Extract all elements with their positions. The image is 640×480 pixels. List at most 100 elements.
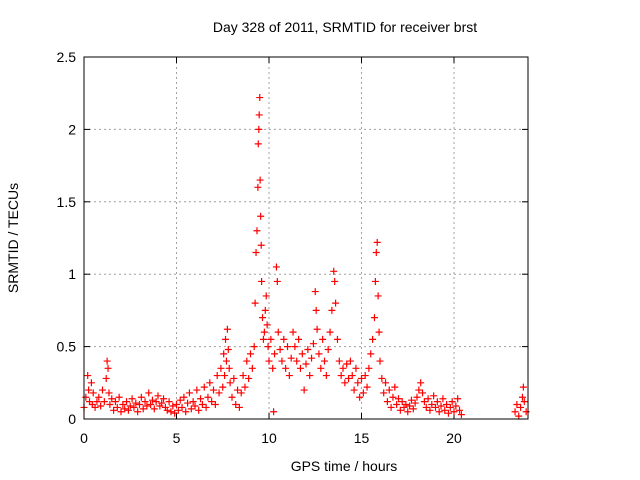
data-point	[89, 389, 97, 397]
data-point	[435, 408, 443, 416]
data-point	[222, 357, 230, 365]
data-point	[444, 409, 452, 417]
data-point	[352, 364, 360, 372]
data-point	[369, 335, 377, 343]
data-point	[254, 140, 262, 148]
data-point	[160, 395, 168, 403]
data-point	[348, 372, 356, 380]
data-point	[110, 406, 118, 414]
data-point	[324, 345, 332, 353]
data-point	[171, 409, 179, 417]
data-point	[124, 406, 132, 414]
data-point	[419, 389, 427, 397]
data-point	[264, 343, 272, 351]
data-point	[269, 364, 277, 372]
data-point	[398, 398, 406, 406]
data-point	[285, 372, 293, 380]
data-point	[450, 408, 458, 416]
data-point	[272, 263, 280, 271]
data-point	[255, 111, 263, 119]
data-point	[313, 325, 321, 333]
data-point	[108, 395, 116, 403]
data-point	[262, 292, 270, 300]
data-point	[519, 383, 527, 391]
data-point	[265, 357, 273, 365]
axis-ticks: 0 5 10 15 20 0 0.5 1 1.5 2 2.5	[57, 49, 528, 446]
data-point	[152, 398, 160, 406]
data-point	[239, 372, 247, 380]
data-point	[211, 401, 219, 409]
data-point	[284, 343, 291, 351]
data-point	[210, 386, 217, 394]
x-tick-label: 20	[446, 430, 462, 446]
data-point	[230, 374, 238, 382]
data-point	[393, 401, 401, 409]
x-tick-label: 15	[354, 430, 370, 446]
data-point	[137, 393, 145, 401]
data-point	[278, 357, 286, 365]
data-point	[345, 374, 353, 382]
data-point	[134, 408, 142, 416]
data-point	[195, 406, 203, 414]
data-point	[333, 335, 341, 343]
data-point	[511, 408, 519, 416]
data-point	[439, 395, 447, 403]
data-point	[276, 345, 284, 353]
data-point	[376, 357, 384, 365]
x-tick-label: 5	[173, 430, 181, 446]
data-point	[184, 399, 192, 407]
data-point	[365, 364, 373, 372]
data-point	[91, 403, 99, 411]
data-point	[213, 372, 221, 380]
data-point	[234, 386, 242, 394]
data-point	[389, 393, 397, 401]
data-point	[102, 374, 110, 382]
data-point	[330, 267, 338, 275]
data-point	[219, 383, 227, 391]
data-point	[232, 401, 240, 409]
data-point	[119, 401, 127, 409]
data-point	[515, 412, 523, 420]
data-point	[315, 350, 323, 358]
data-point	[198, 401, 206, 409]
data-point	[380, 389, 388, 397]
data-point	[158, 399, 166, 407]
data-point	[174, 406, 182, 414]
data-point	[371, 277, 379, 285]
data-point	[424, 395, 432, 403]
data-point	[293, 357, 301, 365]
data-point	[173, 401, 180, 409]
data-point	[208, 398, 216, 406]
data-point	[443, 401, 451, 409]
data-point	[111, 398, 119, 406]
data-point	[448, 398, 456, 406]
data-point	[274, 328, 282, 336]
data-point	[221, 372, 229, 380]
data-point	[395, 395, 402, 403]
data-point	[518, 393, 526, 401]
data-point	[300, 386, 308, 394]
data-point	[95, 393, 103, 401]
data-point	[522, 408, 530, 416]
data-point	[250, 343, 258, 351]
data-point	[404, 408, 412, 416]
data-point	[346, 357, 354, 365]
data-point	[420, 398, 428, 406]
data-point	[154, 392, 162, 400]
data-point	[317, 364, 325, 372]
data-point	[289, 328, 297, 336]
data-point	[430, 392, 438, 400]
data-point	[200, 383, 208, 391]
data-point	[302, 360, 310, 368]
data-point	[103, 357, 111, 365]
data-point	[387, 403, 395, 411]
data-point	[126, 402, 134, 410]
data-point	[123, 398, 131, 406]
data-point	[253, 227, 261, 235]
data-point	[370, 314, 378, 322]
data-point	[180, 393, 188, 401]
data-point	[261, 306, 269, 314]
data-point	[513, 401, 521, 409]
data-point	[396, 406, 404, 414]
data-point	[273, 277, 281, 285]
